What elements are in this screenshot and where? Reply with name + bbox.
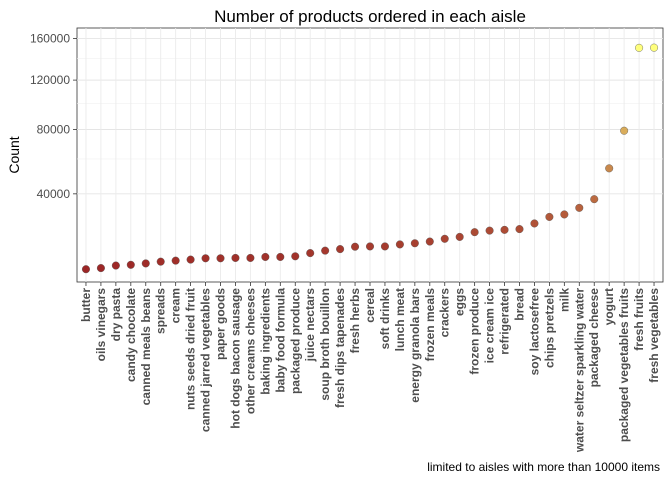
x-tick-label: chips pretzels (542, 288, 556, 368)
data-point (231, 253, 240, 262)
x-tick-label: lunch meat (393, 288, 407, 351)
data-point (336, 245, 345, 254)
x-tick-label: nuts seeds dried fruit (184, 288, 198, 410)
data-point (380, 242, 389, 251)
x-tick-label: cream (169, 288, 183, 323)
data-point (455, 232, 464, 241)
data-point (485, 226, 494, 235)
x-tick-label: baby food formula (273, 288, 287, 393)
data-points (81, 43, 659, 274)
data-point (635, 43, 644, 52)
y-tick-label: 40000 (37, 187, 71, 201)
data-point (425, 237, 434, 246)
data-point (605, 164, 614, 173)
x-tick-label: paper goods (214, 288, 228, 360)
x-tick-label: yogurt (602, 288, 616, 325)
chart-title: Number of products ordered in each aisle (214, 7, 526, 26)
data-point (141, 259, 150, 268)
data-point (246, 253, 255, 262)
x-tick-label: juice nectars (303, 288, 317, 363)
data-point (395, 240, 404, 249)
data-point (261, 252, 270, 261)
x-tick-label: fresh dips tapenades (333, 288, 347, 408)
data-point (186, 255, 195, 264)
data-point (575, 203, 584, 212)
data-point (590, 195, 599, 204)
x-tick-label: ice cream ice (483, 288, 497, 364)
x-tick-label: butter (79, 288, 93, 322)
data-point (515, 225, 524, 234)
data-point (650, 43, 659, 52)
x-axis-ticks: butter oils vinegars dry pasta candy chocol… (79, 282, 661, 453)
x-tick-label: milk (557, 288, 571, 312)
data-point (620, 126, 629, 135)
x-tick-label: candy chocolate (124, 288, 138, 382)
data-point (111, 261, 120, 270)
x-tick-label: canned jarred vegetables (199, 288, 213, 432)
x-tick-label: energy granola bars (408, 288, 422, 403)
x-tick-label: refrigerated (498, 288, 512, 355)
data-point (500, 225, 509, 234)
y-axis-title: Count (6, 136, 22, 173)
x-tick-label: other creams cheeses (243, 288, 257, 414)
data-point (96, 264, 105, 273)
x-tick-label: baking ingredients (258, 288, 272, 395)
x-tick-label: dry pasta (109, 288, 123, 342)
data-point (470, 228, 479, 237)
x-tick-label: soft drinks (378, 288, 392, 350)
data-point (530, 219, 539, 228)
x-tick-label: water seltzer sparkling water (572, 288, 586, 453)
data-point (321, 246, 330, 255)
x-tick-label: fresh fruits (632, 288, 646, 351)
x-tick-label: cereal (363, 288, 377, 323)
data-point (366, 242, 375, 251)
x-tick-label: eggs (453, 288, 467, 316)
x-tick-label: fresh herbs (348, 288, 362, 354)
data-point (545, 212, 554, 221)
x-tick-label: fresh vegetables (647, 288, 661, 383)
x-tick-label: crackers (438, 288, 452, 338)
x-tick-label: oils vinegars (94, 288, 108, 362)
data-point (81, 265, 90, 274)
data-point (201, 254, 210, 263)
x-tick-label: bread (512, 288, 526, 321)
y-tick-label: 80000 (37, 122, 71, 136)
data-point (560, 210, 569, 219)
data-point (410, 239, 419, 248)
x-tick-label: frozen produce (468, 288, 482, 375)
x-tick-label: canned meals beans (139, 288, 153, 406)
x-tick-label: soy lactosefree (527, 288, 541, 376)
x-tick-label: hot dogs bacon sausage (228, 288, 242, 429)
data-point (171, 256, 180, 265)
x-tick-label: packaged produce (288, 288, 302, 394)
data-point (351, 242, 360, 251)
data-point (126, 260, 135, 269)
x-tick-label: spreads (154, 288, 168, 334)
x-tick-label: soup broth bouillon (318, 288, 332, 401)
x-tick-label: frozen meals (423, 288, 437, 362)
data-point (276, 252, 285, 261)
y-tick-label: 160000 (30, 31, 70, 45)
chart-caption: limited to aisles with more than 10000 i… (427, 460, 660, 474)
grid-lines (77, 28, 663, 282)
x-tick-label: packaged vegetables fruits (617, 288, 631, 442)
data-point (156, 257, 165, 266)
data-point (306, 249, 315, 258)
x-tick-label: packaged cheese (587, 288, 601, 388)
data-point (291, 252, 300, 261)
data-point (216, 254, 225, 263)
y-axis-ticks: 40000 80000 120000 160000 (30, 31, 77, 201)
y-tick-label: 120000 (30, 73, 70, 87)
data-point (440, 234, 449, 243)
